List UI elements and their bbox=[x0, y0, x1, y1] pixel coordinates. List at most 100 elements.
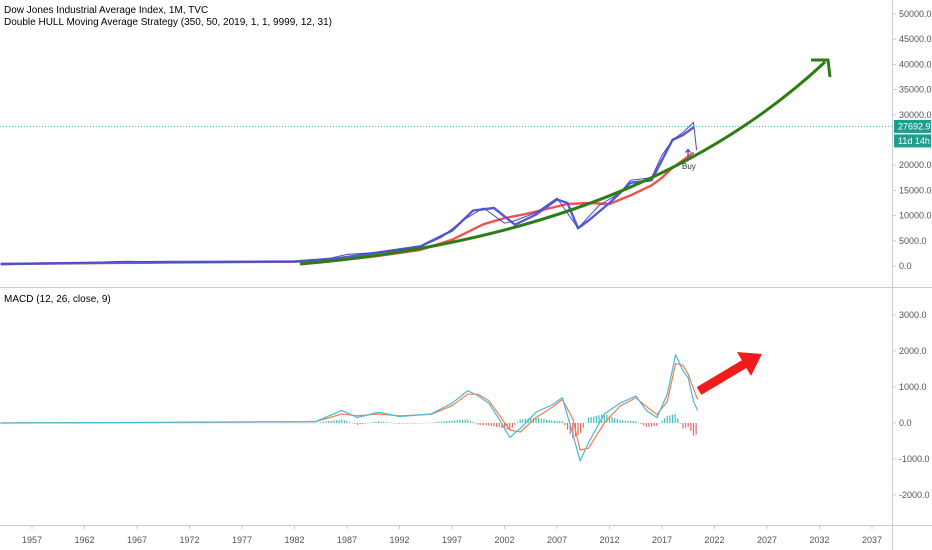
macd-histogram-bar bbox=[692, 423, 695, 436]
macd-histogram-bar bbox=[215, 422, 217, 424]
last-price-badge bbox=[894, 119, 931, 133]
price-tick-label: 0.0 bbox=[899, 261, 912, 271]
macd-histogram-bar bbox=[236, 422, 238, 424]
macd-tick-label: 0.0 bbox=[899, 418, 912, 428]
time-tick-label: 2032 bbox=[809, 535, 829, 545]
time-tick-label: 1982 bbox=[284, 535, 304, 545]
macd-histogram-bar bbox=[254, 422, 256, 424]
macd-histogram-bar bbox=[325, 421, 327, 423]
macd-histogram-bar bbox=[267, 422, 269, 424]
macd-histogram-bar bbox=[456, 420, 458, 423]
buy-label: Buy bbox=[682, 162, 696, 171]
macd-histogram-bar bbox=[317, 422, 319, 423]
macd-histogram-bar bbox=[467, 419, 469, 423]
macd-histogram-bar bbox=[543, 419, 545, 423]
macd-histogram-bar bbox=[265, 422, 267, 424]
macd-histogram-bar bbox=[606, 415, 608, 423]
macd-histogram-bar bbox=[330, 420, 332, 423]
macd-histogram-bar bbox=[490, 423, 492, 426]
time-tick-label: 2017 bbox=[652, 535, 672, 545]
macd-histogram-bar bbox=[477, 423, 479, 425]
macd-histogram-bar bbox=[611, 417, 613, 423]
macd-histogram-bar bbox=[564, 423, 566, 426]
macd-histogram-bar bbox=[199, 422, 201, 424]
macd-histogram-bar bbox=[293, 422, 296, 424]
macd-histogram-bar bbox=[629, 420, 632, 423]
time-tick-label: 2037 bbox=[862, 535, 882, 545]
indicator-label[interactable]: Double HULL Moving Average Strategy (350… bbox=[4, 17, 332, 28]
macd-histogram-bar bbox=[650, 423, 653, 427]
macd-histogram-bar bbox=[309, 422, 311, 424]
red-arrow[interactable] bbox=[696, 352, 762, 395]
macd-histogram-bar bbox=[301, 422, 303, 424]
macd-histogram-bar bbox=[498, 423, 500, 428]
macd-histogram-bar bbox=[194, 422, 196, 424]
macd-histogram-bar bbox=[278, 422, 280, 424]
macd-histogram-bar bbox=[223, 422, 225, 424]
macd-histogram-bar bbox=[656, 423, 658, 426]
macd-histogram-bar bbox=[603, 414, 605, 423]
macd-histogram-bar bbox=[351, 423, 353, 424]
macd-histogram-bar bbox=[280, 422, 282, 424]
price-tick-label: 50000.0 bbox=[899, 9, 932, 19]
macd-histogram-bar bbox=[485, 423, 487, 426]
trend-arrow-curve[interactable] bbox=[299, 60, 827, 266]
macd-histogram-bar bbox=[175, 422, 177, 424]
macd-histogram-bar bbox=[524, 418, 527, 423]
macd-histogram-bar bbox=[545, 419, 548, 423]
macd-histogram-bar bbox=[375, 421, 377, 423]
time-tick-label: 1972 bbox=[179, 535, 199, 545]
macd-histogram-bar bbox=[312, 422, 314, 424]
macd-histogram-bar bbox=[364, 423, 366, 424]
macd-histogram-bar bbox=[320, 422, 322, 423]
macd-tick-label: 2000.0 bbox=[899, 346, 927, 356]
macd-histogram-bar bbox=[695, 423, 697, 435]
macd-axis[interactable]: 3000.0 2000.0 1000.0 0.0 -1000.0 -2000.0 bbox=[892, 310, 930, 500]
macd-histogram-bar bbox=[556, 420, 558, 423]
macd-signal-line bbox=[0, 363, 699, 451]
macd-histogram-bar bbox=[207, 422, 209, 424]
time-tick-label: 1987 bbox=[337, 535, 357, 545]
macd-histogram-bar bbox=[257, 422, 259, 424]
macd-histogram-bar bbox=[514, 423, 516, 425]
price-tick-label: 15000.0 bbox=[899, 185, 932, 195]
macd-histogram-bar bbox=[299, 422, 301, 424]
macd-histogram-bar bbox=[569, 423, 571, 434]
buy-arrow-icon bbox=[685, 148, 691, 157]
macd-histogram-bar bbox=[314, 422, 317, 424]
macd-histogram-bar bbox=[469, 420, 471, 423]
macd-histogram-bar bbox=[433, 422, 435, 423]
macd-histogram-bar bbox=[417, 423, 419, 424]
macd-histogram-bar bbox=[661, 420, 663, 423]
macd-histogram-bar bbox=[598, 415, 600, 423]
macd-histogram-bar bbox=[535, 417, 537, 423]
macd-histogram-bar bbox=[682, 423, 684, 429]
macd-histogram-bar bbox=[238, 422, 240, 424]
macd-histogram-bar bbox=[690, 423, 692, 432]
macd-histogram-bar bbox=[262, 422, 264, 424]
macd-histogram-bar bbox=[362, 423, 364, 424]
macd-histogram-bar bbox=[577, 423, 579, 436]
macd-histogram-bar bbox=[653, 423, 655, 427]
macd-line bbox=[0, 354, 699, 462]
macd-histogram-bar bbox=[241, 422, 243, 424]
macd-histogram-bar bbox=[517, 422, 519, 423]
macd-label[interactable]: MACD (12, 26, close, 9) bbox=[4, 294, 111, 305]
macd-histogram-bar bbox=[587, 417, 590, 423]
macd-histogram-bar bbox=[464, 419, 466, 423]
macd-histogram-bar bbox=[228, 422, 230, 424]
macd-histogram-bar bbox=[624, 420, 626, 423]
macd-histogram-bar bbox=[572, 423, 574, 439]
price-tick-label: 35000.0 bbox=[899, 85, 932, 95]
macd-histogram-bar bbox=[632, 421, 634, 423]
time-axis[interactable]: 1957 1962 1967 1972 1977 1982 1987 1992 1997 2002… bbox=[22, 525, 882, 545]
macd-histogram-bar bbox=[409, 423, 411, 424]
macd-histogram-bar bbox=[404, 423, 406, 424]
macd-histogram-bar bbox=[212, 422, 214, 424]
macd-histogram-bar bbox=[559, 421, 561, 423]
macd-histogram-bar bbox=[385, 422, 387, 423]
macd-histogram-bar bbox=[645, 423, 647, 427]
macd-histogram-bar bbox=[482, 423, 485, 426]
macd-histogram-bar bbox=[637, 422, 639, 424]
macd-histogram-bar bbox=[590, 417, 592, 423]
